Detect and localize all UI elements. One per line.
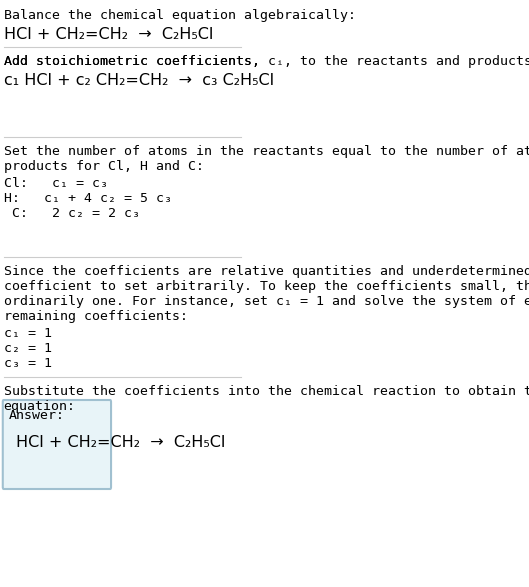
Text: c₃ = 1: c₃ = 1 bbox=[4, 357, 52, 370]
Text: HCl + CH₂=CH₂  →  C₂H₅Cl: HCl + CH₂=CH₂ → C₂H₅Cl bbox=[16, 435, 225, 450]
Text: Set the number of atoms in the reactants equal to the number of atoms in the: Set the number of atoms in the reactants… bbox=[4, 145, 529, 158]
Text: equation:: equation: bbox=[4, 400, 76, 413]
Text: c₁ = 1: c₁ = 1 bbox=[4, 327, 52, 340]
Text: Add stoichiometric coefficients, cᵢ, to the reactants and products:: Add stoichiometric coefficients, cᵢ, to … bbox=[4, 55, 529, 68]
Text: remaining coefficients:: remaining coefficients: bbox=[4, 310, 188, 323]
Text: HCl + CH₂=CH₂  →  C₂H₅Cl: HCl + CH₂=CH₂ → C₂H₅Cl bbox=[4, 27, 213, 42]
Text: Add stoichiometric coefficients,: Add stoichiometric coefficients, bbox=[4, 55, 268, 68]
Text: H:   c₁ + 4 c₂ = 5 c₃: H: c₁ + 4 c₂ = 5 c₃ bbox=[4, 192, 172, 205]
Text: Substitute the coefficients into the chemical reaction to obtain the balanced: Substitute the coefficients into the che… bbox=[4, 385, 529, 398]
Text: c₂ = 1: c₂ = 1 bbox=[4, 342, 52, 355]
Text: ordinarily one. For instance, set c₁ = 1 and solve the system of equations for t: ordinarily one. For instance, set c₁ = 1… bbox=[4, 295, 529, 308]
Text: Cl:   c₁ = c₃: Cl: c₁ = c₃ bbox=[4, 177, 108, 190]
Text: Answer:: Answer: bbox=[8, 409, 65, 422]
Text: coefficient to set arbitrarily. To keep the coefficients small, the arbitrary va: coefficient to set arbitrarily. To keep … bbox=[4, 280, 529, 293]
Text: C:   2 c₂ = 2 c₃: C: 2 c₂ = 2 c₃ bbox=[4, 207, 140, 220]
FancyBboxPatch shape bbox=[3, 400, 111, 489]
Text: c₁ HCl + c₂ CH₂=CH₂  →  c₃ C₂H₅Cl: c₁ HCl + c₂ CH₂=CH₂ → c₃ C₂H₅Cl bbox=[4, 73, 274, 88]
Text: products for Cl, H and C:: products for Cl, H and C: bbox=[4, 160, 204, 173]
Text: Since the coefficients are relative quantities and underdetermined, choose a: Since the coefficients are relative quan… bbox=[4, 265, 529, 278]
Text: Balance the chemical equation algebraically:: Balance the chemical equation algebraica… bbox=[4, 9, 355, 22]
